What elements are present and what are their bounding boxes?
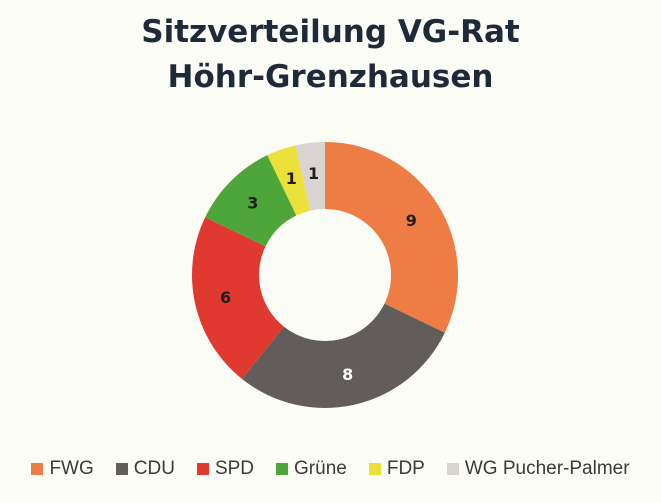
data-label-fdp: 1 <box>286 169 297 188</box>
data-label-spd: 6 <box>220 288 231 307</box>
chart-title-line-1: Sitzverteilung VG-Rat <box>141 14 520 50</box>
legend-swatch-spd <box>196 463 209 475</box>
legend-swatch-gr-ne <box>276 463 289 475</box>
legend-item-cdu: CDU <box>115 458 175 480</box>
chart-title: Sitzverteilung VG-Rat Höhr-Grenzhausen <box>0 10 661 100</box>
legend-item-spd: SPD <box>196 458 255 480</box>
slice-wg-pucher-palmer <box>295 142 325 211</box>
legend-label-cdu: CDU <box>133 458 175 479</box>
legend-label-gr-ne: Grüne <box>294 458 347 479</box>
slice-cdu <box>242 303 445 409</box>
legend-swatch-cdu <box>115 463 128 475</box>
legend-swatch-wg-pucher-palmer <box>446 463 459 475</box>
legend-swatch-fwg <box>31 463 44 475</box>
legend-label-fdp: FDP <box>386 458 425 479</box>
legend-item-fdp: FDP <box>368 458 425 480</box>
slice-fdp <box>267 145 311 216</box>
legend-swatch-fdp <box>368 463 381 475</box>
legend-label-wg-pucher-palmer: WG Pucher-Palmer <box>464 458 630 479</box>
chart-legend: FWG CDU SPD Grüne FDP WG Pucher-Palmer <box>0 458 661 480</box>
legend-item-gr-ne: Grüne <box>276 458 347 480</box>
legend-item-fwg: FWG <box>31 458 94 480</box>
legend-label-fwg: FWG <box>49 458 94 479</box>
chart-title-line-2: Höhr-Grenzhausen <box>167 59 494 95</box>
legend-item-wg-pucher-palmer: WG Pucher-Palmer <box>446 458 630 480</box>
slice-gr-ne <box>205 155 297 247</box>
data-label-fwg: 9 <box>406 211 417 230</box>
legend-label-spd: SPD <box>214 458 255 479</box>
data-label-wg-pucher-palmer: 1 <box>308 164 319 183</box>
data-label-cdu: 8 <box>342 365 353 384</box>
slice-spd <box>192 217 284 379</box>
slice-fwg <box>325 142 458 333</box>
data-label-gr-ne: 3 <box>247 193 258 212</box>
